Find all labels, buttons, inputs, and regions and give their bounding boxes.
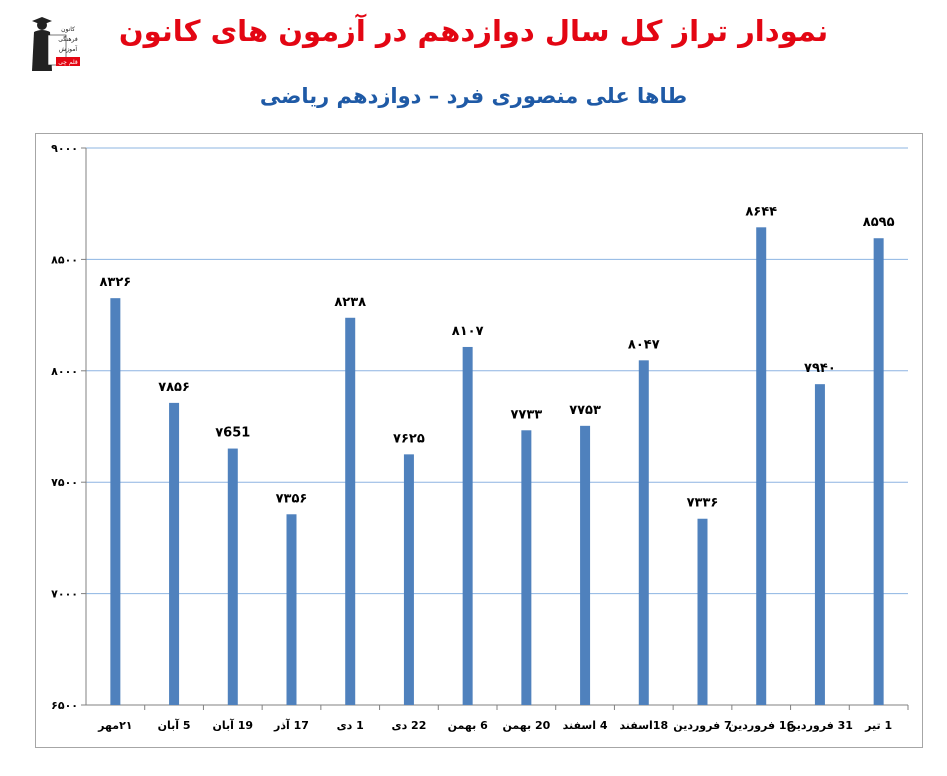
logo-line-2: فرهنگی (58, 35, 78, 43)
x-tick-label: 18اسفند (619, 719, 668, 732)
chart-frame (35, 133, 923, 748)
x-axis-labels: ۲۱مهر 5 آبان 19 آبان 17 آذر 1 دی 22 دی 6 بهمن 2… (97, 705, 909, 732)
bar (462, 346, 473, 705)
x-tick-label: 17 آذر (273, 718, 309, 732)
bar (873, 238, 884, 705)
bar (697, 518, 708, 705)
bar (345, 317, 356, 705)
bar (227, 448, 238, 705)
y-tick-label: ۷۵۰۰ (51, 476, 78, 489)
data-label: ۷۹۴۰ (804, 361, 836, 376)
x-tick-label: 1 تیر (864, 719, 892, 732)
bars (110, 227, 884, 705)
x-tick-label: 19 آبان (213, 718, 254, 732)
data-label: ۷۳۳۶ (687, 496, 719, 511)
x-tick-label: ۲۱مهر (97, 719, 132, 732)
gridlines (86, 147, 908, 595)
bar (169, 402, 180, 705)
y-tick-label: ۷۰۰۰ (51, 588, 78, 601)
logo-line-1: کانون (61, 26, 75, 33)
x-tick-label: 16 فروردین (728, 719, 794, 732)
data-label: ۷651 (215, 426, 250, 441)
graduate-icon: کانون فرهنگی آموزش قلم چی (32, 17, 80, 71)
y-axis: ۶۵۰۰ ۷۰۰۰ ۷۵۰۰ ۸۰۰۰ ۸۵۰۰ ۹۰۰۰ (51, 142, 908, 712)
bar (814, 384, 825, 705)
data-label: ۷۷۵۳ (569, 403, 601, 418)
bar (521, 430, 532, 705)
x-tick-label: 4 اسفند (563, 719, 608, 732)
x-tick-label: 20 بهمن (502, 719, 550, 732)
bar (286, 514, 297, 705)
data-label: ۷۸۵۶ (158, 380, 190, 395)
chart-subtitle: طاها علی منصوری فرد – دوازدهم ریاضی (259, 84, 688, 108)
y-tick-label: ۹۰۰۰ (51, 142, 78, 155)
x-tick-label: 5 آبان (158, 718, 191, 732)
bar (403, 454, 414, 705)
data-label: ۷۳۵۶ (276, 491, 308, 506)
chart-title: نمودار تراز کل سال دوازدهم در آزمون های … (118, 14, 829, 48)
data-labels: ۸۳۲۶ ۷۸۵۶ ۷651 ۷۳۵۶ ۸۲۳۸ ۷۶۲۵ ۸۱۰۷ ۷۷۳۳ ۷۷۵۳ ۸۰۴۷… (99, 204, 894, 510)
logo-badge-text: قلم چی (58, 59, 78, 66)
x-tick-label: 31 فروردین (787, 719, 853, 732)
bar (580, 425, 591, 705)
data-label: ۸۲۳۸ (334, 295, 366, 310)
data-label: ۸۶۴۴ (745, 204, 777, 219)
data-label: ۸۵۹۵ (863, 215, 895, 230)
bar (756, 227, 767, 705)
y-tick-label: ۸۵۰۰ (51, 253, 78, 266)
data-label: ۷۷۳۳ (510, 407, 542, 422)
data-label: ۸۳۲۶ (99, 275, 131, 290)
bar (110, 298, 121, 705)
y-tick-label: ۸۰۰۰ (51, 365, 78, 378)
x-tick-label: 1 دی (337, 719, 364, 732)
x-tick-label: 22 دی (391, 719, 426, 732)
x-tick-label: 6 بهمن (448, 719, 489, 732)
y-tick-label: ۶۵۰۰ (51, 699, 78, 712)
data-label: ۸۱۰۷ (452, 324, 484, 339)
logo-line-3: آموزش (59, 44, 78, 53)
data-label: ۸۰۴۷ (628, 337, 660, 352)
x-tick-label: 7 فروردین (673, 719, 731, 732)
bar (638, 360, 649, 705)
data-label: ۷۶۲۵ (393, 431, 425, 446)
